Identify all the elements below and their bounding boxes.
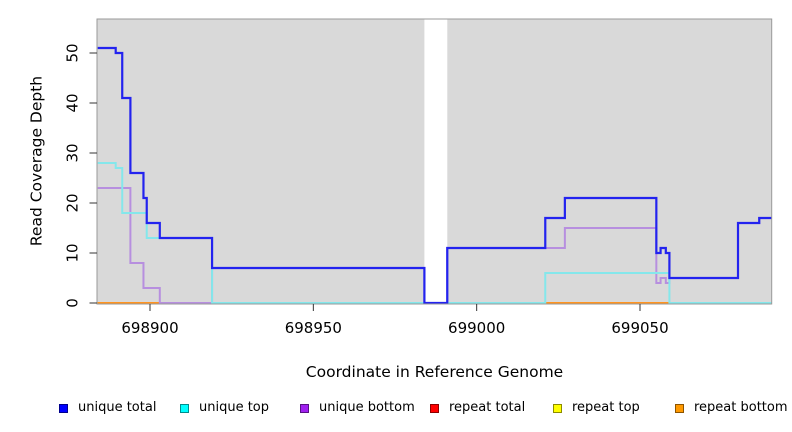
plot-panel-border — [96, 18, 773, 305]
legend-label: repeat total — [449, 400, 526, 415]
x-tick-label: 699000 — [448, 319, 505, 337]
assembly-gap-band — [424, 19, 448, 304]
series-lines — [97, 46, 772, 305]
unique-total-swatch-icon — [59, 403, 68, 413]
unique-top-swatch-icon — [180, 403, 189, 413]
legend: unique total unique top unique bottom repea… — [0, 399, 792, 421]
repeat-bottom-swatch-icon — [675, 403, 684, 413]
legend-item-unique-bottom: unique bottom — [300, 399, 415, 417]
legend-item-repeat-bottom: repeat bottom — [675, 399, 788, 417]
y-axis-title: Read Coverage Depth — [27, 76, 45, 246]
legend-label: unique total — [78, 400, 157, 415]
y-tick-label: 0 — [63, 298, 81, 308]
y-tick-label: 20 — [63, 193, 81, 212]
x-axis-title: Coordinate in Reference Genome — [306, 363, 563, 381]
y-tick-label: 40 — [63, 93, 81, 112]
legend-item-unique-top: unique top — [180, 399, 269, 417]
series-line-unique-total — [97, 46, 772, 305]
chart-canvas: 698900 698950 699000 699050 0 10 20 30 40 50 Coor… — [27, 18, 773, 381]
legend-item-repeat-top: repeat top — [553, 399, 640, 417]
y-tick-label: 50 — [63, 43, 81, 62]
unique-bottom-swatch-icon — [300, 403, 309, 413]
legend-label: unique bottom — [319, 400, 415, 415]
y-tick-label: 30 — [63, 143, 81, 162]
legend-item-repeat-total: repeat total — [430, 399, 525, 417]
legend-label: repeat top — [572, 400, 640, 415]
x-tick-label: 698900 — [121, 319, 178, 337]
axis-ticks — [89, 52, 641, 311]
legend-label: repeat bottom — [694, 400, 788, 415]
legend-item-unique-total: unique total — [59, 399, 156, 417]
legend-label: unique top — [199, 400, 270, 415]
repeat-top-swatch-icon — [553, 403, 562, 413]
y-tick-label: 10 — [63, 243, 81, 262]
x-tick-label: 699050 — [611, 319, 668, 337]
x-tick-label: 698950 — [285, 319, 342, 337]
axis-tick-labels: 698900 698950 699000 699050 0 10 20 30 40 50 — [63, 43, 668, 337]
repeat-total-swatch-icon — [430, 403, 439, 413]
